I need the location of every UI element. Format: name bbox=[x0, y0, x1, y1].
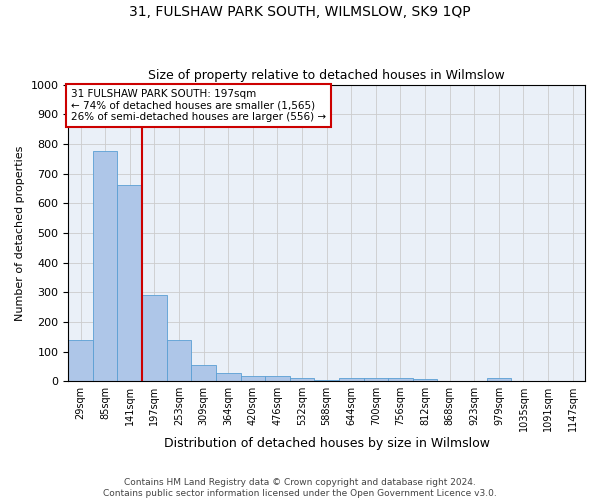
Bar bbox=[191, 366, 216, 381]
Bar bbox=[388, 378, 413, 381]
Bar bbox=[413, 379, 437, 381]
Bar bbox=[290, 378, 314, 381]
Bar bbox=[364, 378, 388, 381]
Bar bbox=[241, 376, 265, 381]
Bar bbox=[339, 378, 364, 381]
Text: Contains HM Land Registry data © Crown copyright and database right 2024.
Contai: Contains HM Land Registry data © Crown c… bbox=[103, 478, 497, 498]
Bar bbox=[216, 373, 241, 381]
Text: 31 FULSHAW PARK SOUTH: 197sqm
← 74% of detached houses are smaller (1,565)
26% o: 31 FULSHAW PARK SOUTH: 197sqm ← 74% of d… bbox=[71, 89, 326, 122]
Bar bbox=[314, 380, 339, 381]
Bar bbox=[118, 186, 142, 381]
Bar bbox=[265, 376, 290, 381]
X-axis label: Distribution of detached houses by size in Wilmslow: Distribution of detached houses by size … bbox=[164, 437, 490, 450]
Title: Size of property relative to detached houses in Wilmslow: Size of property relative to detached ho… bbox=[148, 69, 505, 82]
Bar bbox=[142, 295, 167, 381]
Y-axis label: Number of detached properties: Number of detached properties bbox=[15, 145, 25, 320]
Bar bbox=[68, 340, 93, 381]
Text: 31, FULSHAW PARK SOUTH, WILMSLOW, SK9 1QP: 31, FULSHAW PARK SOUTH, WILMSLOW, SK9 1Q… bbox=[129, 5, 471, 19]
Bar bbox=[93, 152, 118, 381]
Bar bbox=[487, 378, 511, 381]
Bar bbox=[167, 340, 191, 381]
